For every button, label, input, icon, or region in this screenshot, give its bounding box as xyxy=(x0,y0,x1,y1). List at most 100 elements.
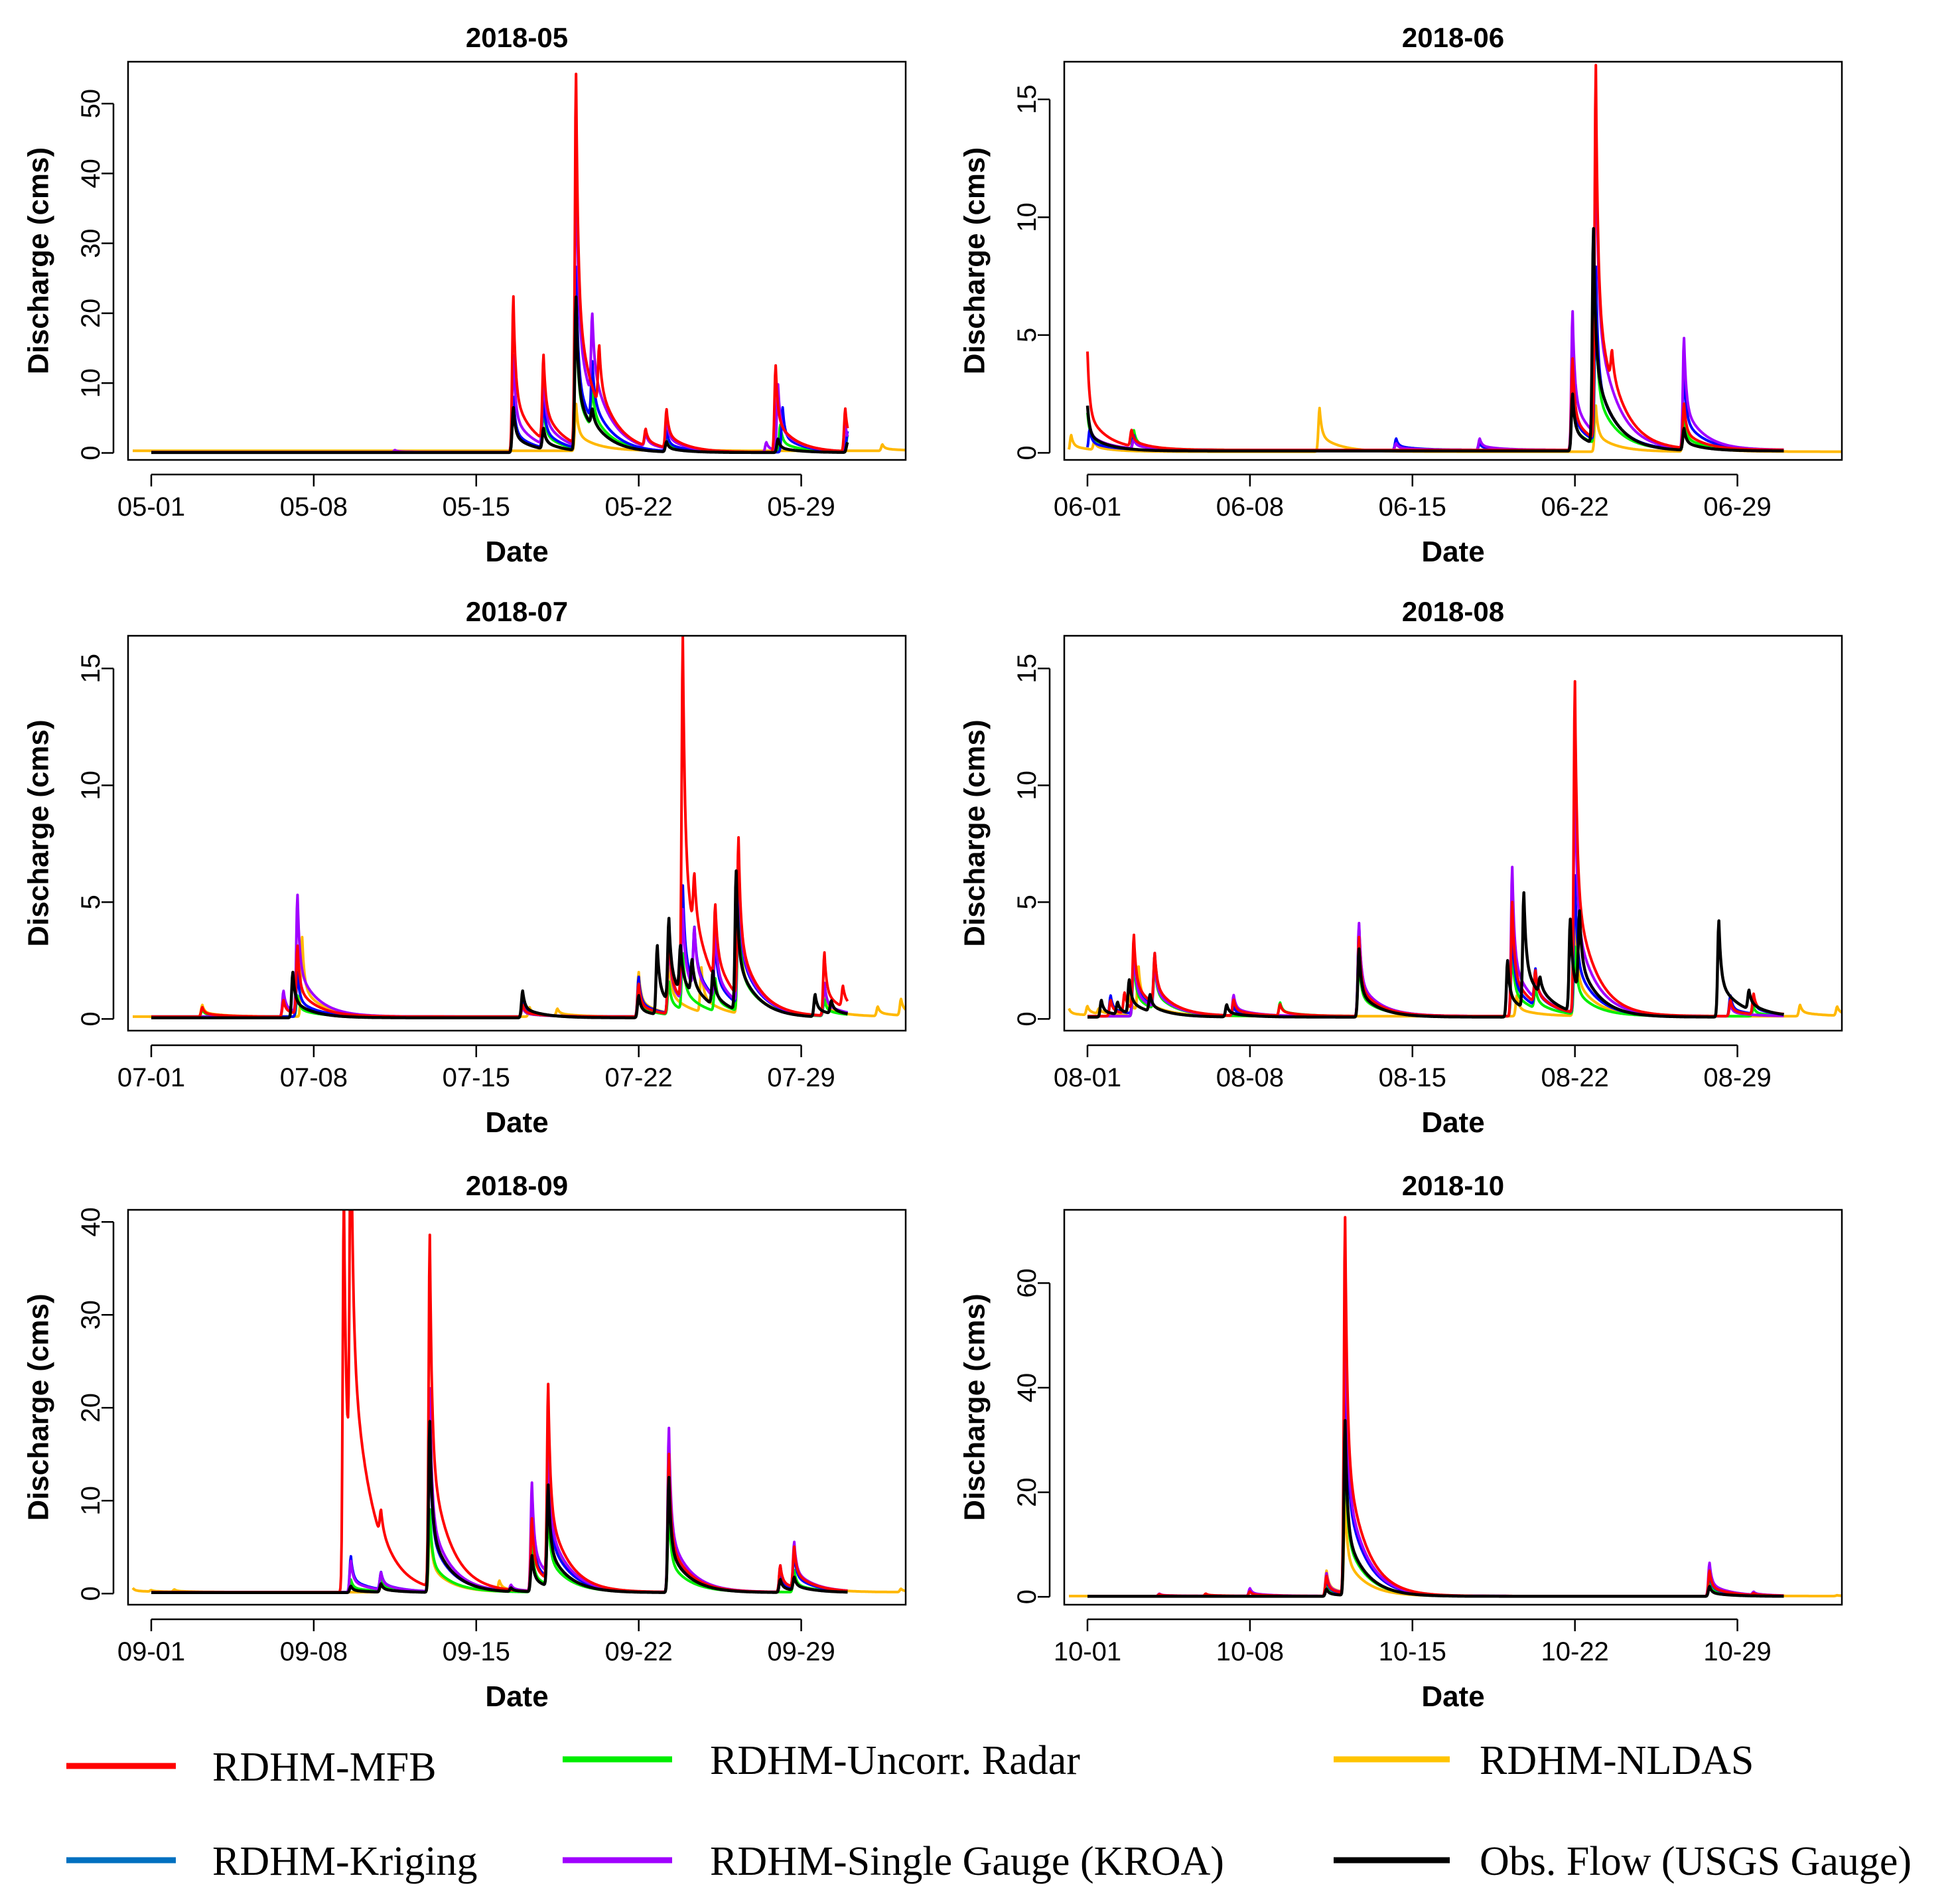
panel-2018-06: 2018-06 06-01 06-08 06-15 06-22 06-29 Date 0 5 10… xyxy=(959,22,1843,568)
series-line-obs-flow-usgs-gauge xyxy=(150,295,849,455)
y-tick-label: 40 xyxy=(1013,1373,1042,1403)
panel-2018-10: 2018-10 10-01 10-08 10-15 10-22 10-29 Date 0 20 4… xyxy=(959,1170,1843,1713)
y-axis-label: Discharge (cms) xyxy=(959,719,991,946)
x-axis-label: Date xyxy=(485,1106,548,1139)
panel-title: 2018-06 xyxy=(1402,22,1504,53)
panel-series xyxy=(1068,64,1842,453)
x-tick-label: 08-22 xyxy=(1541,1063,1609,1092)
panel-2018-09: 2018-09 09-01 09-08 09-15 09-22 09-29 Date 0 10 2… xyxy=(23,1170,907,1713)
x-axis-label: Date xyxy=(1421,536,1484,568)
series-line-obs-flow-usgs-gauge xyxy=(1086,891,1785,1019)
y-tick-label: 10 xyxy=(1013,202,1042,232)
legend: RDHM-MFB RDHM-Uncorr. Radar RDHM-NLDAS R… xyxy=(66,1738,1912,1884)
x-tick-label: 05-22 xyxy=(605,492,673,522)
series-line-obs-flow-usgs-gauge xyxy=(1086,1419,1785,1598)
legend-label-mfb: RDHM-MFB xyxy=(212,1745,437,1790)
x-tick-label: 05-08 xyxy=(280,492,348,522)
legend-label-obs-flow: Obs. Flow (USGS Gauge) xyxy=(1480,1839,1912,1884)
x-tick-label: 06-15 xyxy=(1379,492,1446,522)
y-axis-label: Discharge (cms) xyxy=(959,147,991,374)
panel-series xyxy=(1068,1216,1842,1598)
x-tick-label: 06-01 xyxy=(1054,492,1121,522)
x-tick-label: 09-01 xyxy=(117,1637,185,1666)
x-tick-label: 10-01 xyxy=(1054,1637,1121,1666)
x-tick-label: 09-15 xyxy=(443,1637,510,1666)
panel-title: 2018-08 xyxy=(1402,596,1504,627)
y-tick-label: 40 xyxy=(76,159,105,188)
panel-frame xyxy=(127,60,907,461)
panel-series xyxy=(131,72,906,455)
y-tick-label: 40 xyxy=(76,1207,105,1237)
x-tick-label: 09-22 xyxy=(605,1637,673,1666)
x-tick-label: 06-29 xyxy=(1703,492,1771,522)
series-line-obs-flow-usgs-gauge xyxy=(150,1420,849,1595)
x-tick-label: 07-15 xyxy=(443,1063,510,1092)
legend-label-kriging: RDHM-Kriging xyxy=(212,1839,478,1884)
panel-title: 2018-05 xyxy=(466,22,568,53)
x-tick-label: 09-29 xyxy=(767,1637,835,1666)
x-tick-label: 07-08 xyxy=(280,1063,348,1092)
y-tick-label: 10 xyxy=(76,770,105,800)
panel-2018-08: 2018-08 08-01 08-08 08-15 08-22 08-29 Date 0 5 10… xyxy=(959,596,1843,1139)
y-tick-label: 10 xyxy=(76,368,105,398)
x-tick-label: 07-29 xyxy=(767,1063,835,1092)
legend-label-nldas: RDHM-NLDAS xyxy=(1480,1738,1754,1783)
x-tick-label: 08-15 xyxy=(1379,1063,1446,1092)
x-tick-label: 10-08 xyxy=(1216,1637,1284,1666)
x-axis-label: Date xyxy=(1421,1106,1484,1139)
y-tick-label: 30 xyxy=(76,228,105,258)
panel-series xyxy=(131,636,906,1019)
panel-title: 2018-07 xyxy=(466,596,568,627)
legend-label-uncorr-radar: RDHM-Uncorr. Radar xyxy=(710,1738,1080,1783)
panel-title: 2018-10 xyxy=(1402,1170,1504,1201)
panel-2018-07: 2018-07 07-01 07-08 07-15 07-22 07-29 Date 0 5 10… xyxy=(23,596,907,1139)
x-tick-label: 07-01 xyxy=(117,1063,185,1092)
y-tick-label: 30 xyxy=(76,1300,105,1330)
legend-label-single-gauge: RDHM-Single Gauge (KROA) xyxy=(710,1839,1224,1884)
x-tick-label: 10-29 xyxy=(1703,1637,1771,1666)
y-tick-label: 50 xyxy=(76,89,105,119)
x-tick-label: 10-15 xyxy=(1379,1637,1446,1666)
y-axis-label: Discharge (cms) xyxy=(23,1293,55,1520)
y-tick-label: 5 xyxy=(1013,895,1042,909)
x-tick-label: 06-22 xyxy=(1541,492,1609,522)
y-tick-label: 15 xyxy=(1013,85,1042,115)
y-tick-label: 5 xyxy=(1013,328,1042,342)
panel-title: 2018-09 xyxy=(466,1170,568,1201)
x-tick-label: 08-01 xyxy=(1054,1063,1121,1092)
x-axis-label: Date xyxy=(1421,1680,1484,1713)
y-axis-label: Discharge (cms) xyxy=(23,719,55,946)
y-tick-label: 20 xyxy=(76,1393,105,1423)
y-tick-label: 10 xyxy=(1013,770,1042,800)
y-tick-label: 20 xyxy=(1013,1477,1042,1507)
y-tick-label: 5 xyxy=(76,895,105,909)
x-tick-label: 09-08 xyxy=(280,1637,348,1666)
y-tick-label: 10 xyxy=(76,1486,105,1516)
y-tick-label: 0 xyxy=(76,1011,105,1026)
y-axis-label: Discharge (cms) xyxy=(23,147,55,374)
x-tick-label: 07-22 xyxy=(605,1063,673,1092)
y-tick-label: 0 xyxy=(1013,1589,1042,1604)
x-tick-label: 05-01 xyxy=(117,492,185,522)
x-tick-label: 08-08 xyxy=(1216,1063,1284,1092)
panel-series xyxy=(131,1210,906,1595)
y-tick-label: 15 xyxy=(76,654,105,684)
x-tick-label: 10-22 xyxy=(1541,1637,1609,1666)
panel-series xyxy=(1068,680,1842,1019)
y-tick-label: 0 xyxy=(1013,1011,1042,1026)
panel-2018-05: 2018-05 05-01 05-08 05-15 05-22 05-29 Date 0 10 2… xyxy=(23,22,907,568)
panel-frame xyxy=(1063,634,1843,1032)
x-tick-label: 08-29 xyxy=(1703,1063,1771,1092)
y-tick-label: 0 xyxy=(1013,445,1042,460)
series-line-obs-flow-usgs-gauge xyxy=(150,869,849,1019)
panel-frame xyxy=(127,634,907,1032)
y-axis-label: Discharge (cms) xyxy=(959,1293,991,1520)
x-tick-label: 06-08 xyxy=(1216,492,1284,522)
x-tick-label: 05-15 xyxy=(443,492,510,522)
y-tick-label: 60 xyxy=(1013,1268,1042,1298)
y-tick-label: 15 xyxy=(1013,654,1042,684)
x-tick-label: 05-29 xyxy=(767,492,835,522)
